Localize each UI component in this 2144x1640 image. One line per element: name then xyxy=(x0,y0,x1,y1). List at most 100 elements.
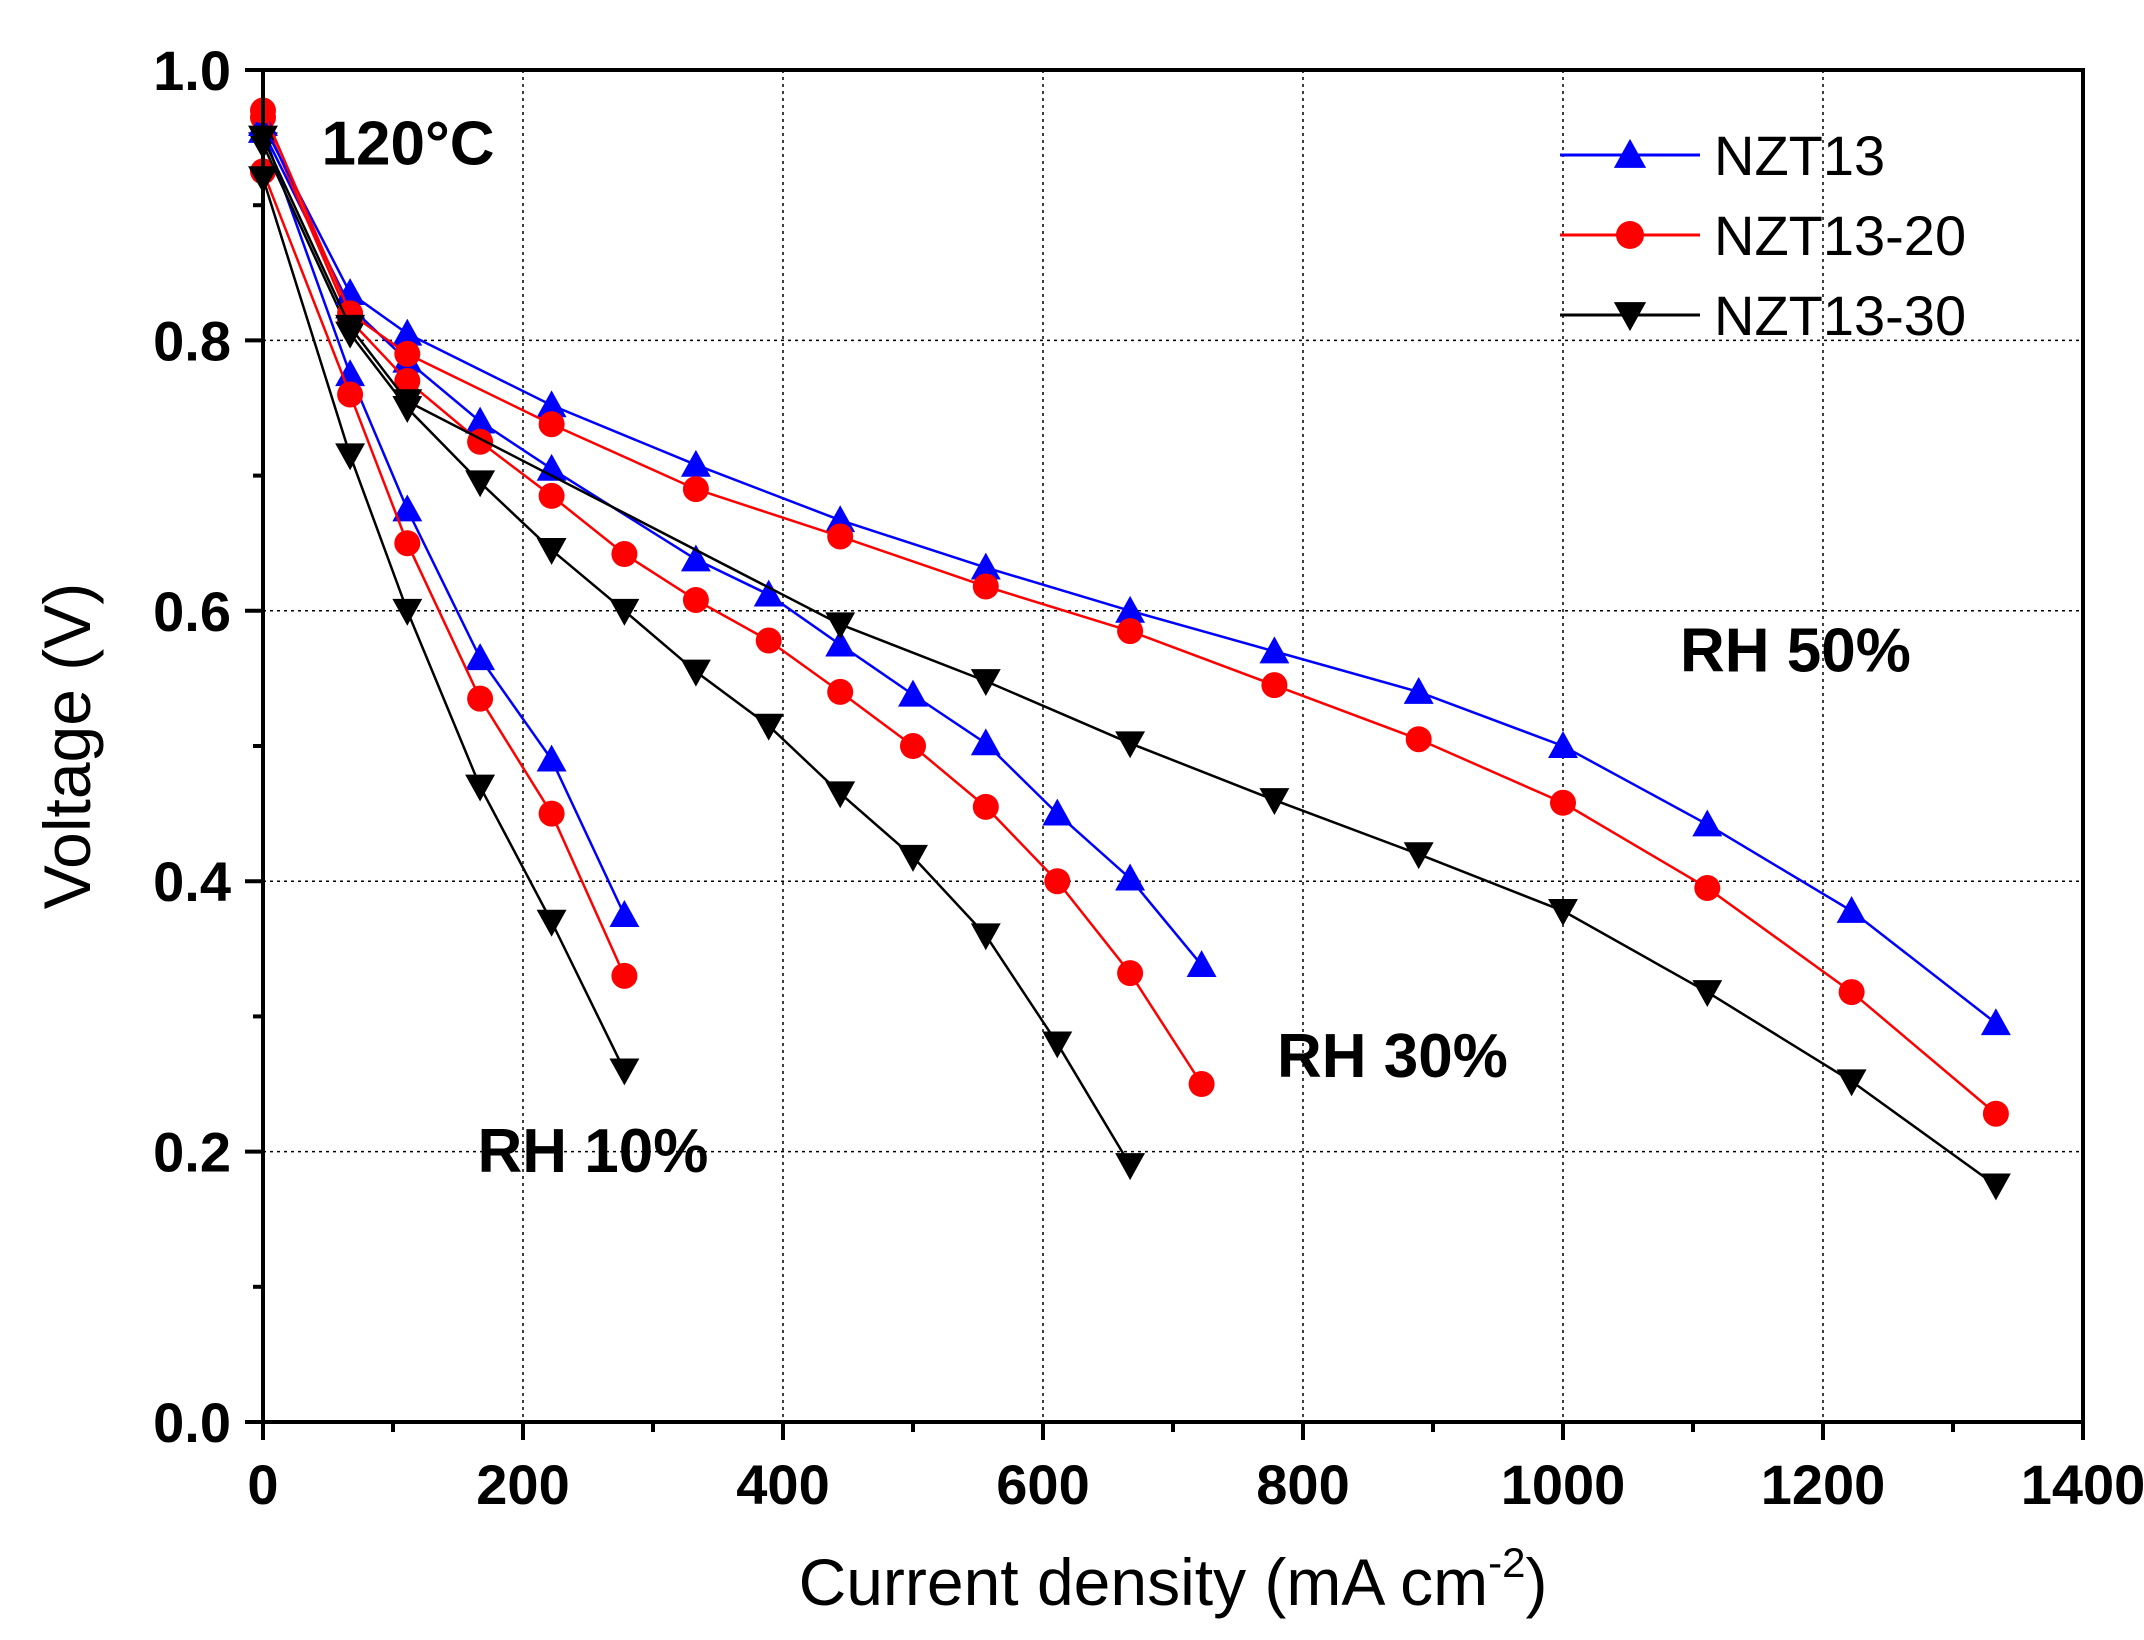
series-line xyxy=(261,177,626,1072)
data-point xyxy=(1980,1173,2011,1201)
series-nzt13-10rh xyxy=(248,115,640,927)
annotation-rh-10-: RH 10% xyxy=(478,1117,709,1186)
data-point xyxy=(1259,788,1290,816)
data-point xyxy=(825,781,856,809)
data-point xyxy=(898,679,928,707)
annotation-120-c: 120°C xyxy=(322,110,495,179)
data-point xyxy=(1259,636,1290,664)
data-point xyxy=(538,482,565,509)
data-point xyxy=(536,453,567,481)
data-point xyxy=(536,390,567,418)
data-point xyxy=(335,443,366,471)
y-tick-label: 0.4 xyxy=(153,850,231,913)
legend-marker xyxy=(1613,302,1647,332)
data-point xyxy=(1115,863,1146,891)
x-tick-label: 600 xyxy=(996,1453,1089,1516)
data-point xyxy=(1692,980,1723,1008)
data-point xyxy=(900,733,926,759)
data-point xyxy=(392,318,423,346)
y-tick-label: 0.2 xyxy=(153,1121,231,1184)
x-tick-label: 800 xyxy=(1256,1453,1349,1516)
data-point xyxy=(755,627,782,654)
data-point xyxy=(394,340,421,367)
x-tick-label: 1200 xyxy=(1761,1453,1886,1516)
data-point xyxy=(1403,676,1434,704)
data-point xyxy=(970,728,1001,756)
x-tick-labels: 0 200 400 600 800 1000 1200 1400 xyxy=(247,1453,2144,1516)
series-line xyxy=(261,110,1997,1115)
data-point xyxy=(1117,618,1144,645)
data-point xyxy=(1694,874,1721,901)
x-tick-label: 1000 xyxy=(1501,1453,1626,1516)
data-point xyxy=(538,411,565,438)
data-point xyxy=(465,470,496,498)
data-point xyxy=(465,643,496,671)
data-point xyxy=(1836,1069,1867,1097)
data-point xyxy=(970,552,1001,580)
data-point xyxy=(1261,672,1288,699)
grid-lines xyxy=(263,70,2083,1422)
data-point xyxy=(1405,726,1432,753)
series-line xyxy=(261,170,626,977)
series-nzt13-30-10rh xyxy=(248,166,640,1086)
data-point xyxy=(1115,595,1146,623)
data-point xyxy=(392,598,423,626)
data-point xyxy=(1548,731,1578,758)
data-point xyxy=(1186,950,1217,977)
data-point xyxy=(609,900,640,927)
data-point xyxy=(392,494,423,522)
data-point xyxy=(753,579,784,607)
series-nzt13-30-50rh xyxy=(248,125,2011,1201)
data-point xyxy=(680,659,711,687)
data-point xyxy=(467,685,494,712)
y-tick-labels: 0.0 0.2 0.4 0.6 0.8 1.0 xyxy=(153,39,231,1454)
data-point xyxy=(1403,842,1434,870)
legend-label: NZT13-20 xyxy=(1714,204,1966,267)
data-point xyxy=(611,541,638,568)
data-point xyxy=(465,406,496,434)
x-tick-label: 1400 xyxy=(2021,1453,2144,1516)
series-line xyxy=(261,123,1997,1025)
data-point xyxy=(827,678,854,705)
data-point xyxy=(1982,1100,2009,1127)
annotations: 120°C RH 50% RH 30% RH 10% xyxy=(322,110,1911,1186)
y-tick-label: 0.6 xyxy=(153,580,231,643)
data-point xyxy=(335,314,366,342)
x-tick-label: 200 xyxy=(476,1453,569,1516)
data-point xyxy=(1115,731,1146,759)
data-point xyxy=(972,793,999,820)
data-point xyxy=(609,1058,640,1086)
data-point xyxy=(538,800,565,827)
data-point xyxy=(392,389,423,417)
data-point xyxy=(337,381,364,408)
x-axis-label: Current density (mA cm-2) xyxy=(799,1539,1548,1619)
data-point xyxy=(1042,798,1073,826)
data-point xyxy=(1188,1071,1215,1097)
data-point xyxy=(536,909,567,937)
data-point xyxy=(682,586,709,613)
data-point xyxy=(536,744,567,772)
legend-item-nzt13-20: NZT13-20 xyxy=(1560,204,1966,267)
data-point xyxy=(1117,960,1144,987)
series-line xyxy=(261,137,1997,1187)
data-point xyxy=(753,713,784,741)
x-axis-label-superscript: -2 xyxy=(1488,1539,1525,1586)
data-point xyxy=(1836,895,1867,923)
data-point xyxy=(1115,1153,1146,1181)
y-tick-label: 1.0 xyxy=(153,39,231,102)
x-axis-label-main: Current density (mA cm xyxy=(799,1545,1489,1619)
y-axis-label: Voltage (V) xyxy=(30,583,104,910)
data-point xyxy=(825,505,856,533)
legend-label: NZT13-30 xyxy=(1714,284,1966,347)
data-point xyxy=(825,612,856,640)
data-point xyxy=(611,962,638,989)
data-point xyxy=(536,538,567,565)
data-point xyxy=(680,449,711,477)
data-point xyxy=(1838,979,1865,1006)
y-tick-label: 0.8 xyxy=(153,309,231,372)
data-point xyxy=(465,774,496,802)
x-tick-label: 0 xyxy=(247,1453,278,1516)
data-point xyxy=(972,573,999,600)
legend-item-nzt13: NZT13 xyxy=(1560,124,1885,187)
series-line xyxy=(261,130,626,916)
